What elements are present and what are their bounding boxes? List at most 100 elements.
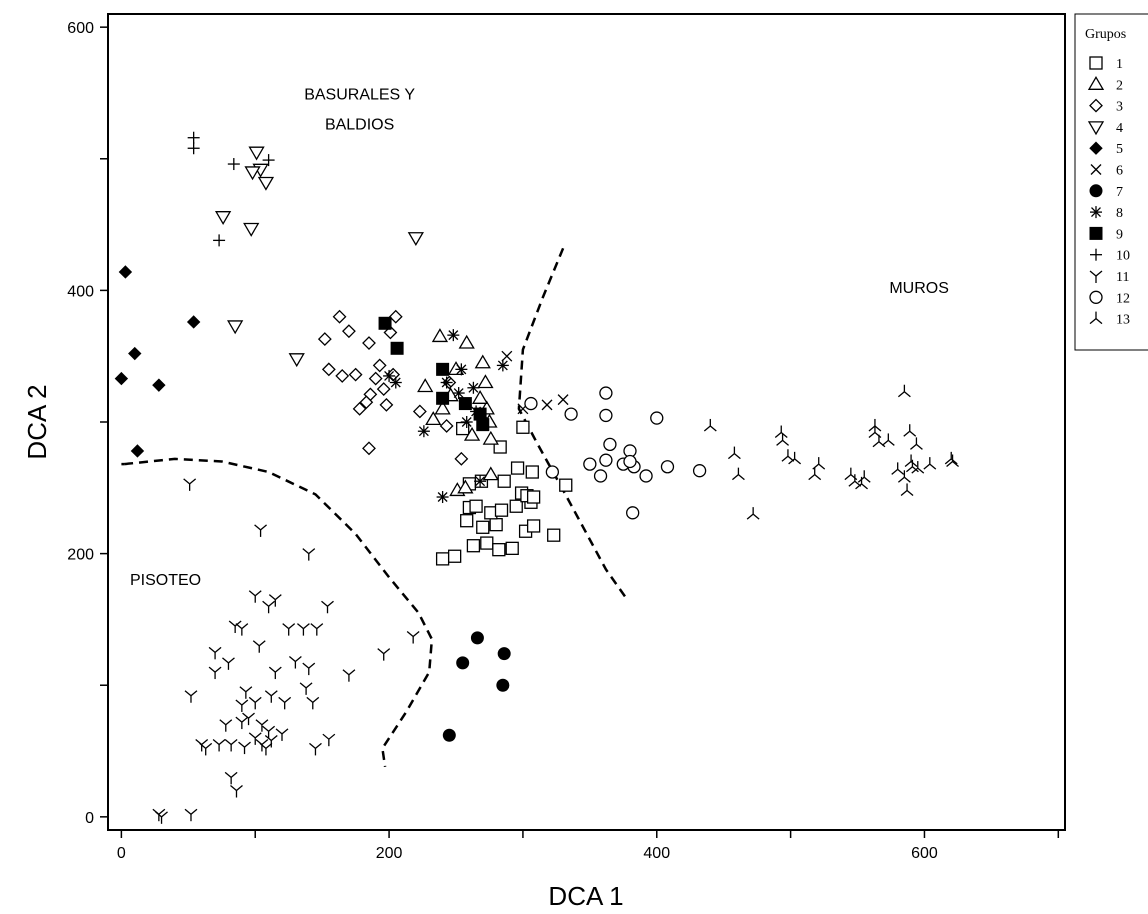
point-grupo-13	[910, 437, 923, 450]
point-grupo-3	[342, 324, 356, 339]
point-grupo-13	[904, 454, 918, 467]
x-axis-title: DCA 1	[548, 881, 623, 911]
point-grupo-11	[262, 600, 276, 614]
point-grupo-3	[348, 367, 363, 382]
x-tick-label: 200	[376, 845, 403, 862]
point-grupo-6	[557, 394, 569, 406]
point-grupo-3	[379, 397, 394, 412]
series-grupo-8	[383, 329, 509, 504]
point-grupo-11	[155, 811, 168, 824]
legend-label-grupo-11: 11	[1116, 270, 1129, 285]
point-grupo-11	[322, 733, 336, 747]
point-grupo-2	[482, 430, 499, 445]
point-grupo-9	[458, 397, 472, 411]
point-grupo-11	[184, 690, 198, 703]
point-grupo-12	[639, 469, 653, 483]
series-grupo-4	[214, 146, 424, 368]
legend-label-grupo-8: 8	[1116, 206, 1123, 221]
point-grupo-1	[448, 549, 462, 563]
point-grupo-11	[242, 712, 255, 726]
point-grupo-13	[844, 467, 858, 481]
legend-label-grupo-9: 9	[1116, 227, 1123, 242]
point-grupo-11	[222, 657, 235, 670]
legend-label-grupo-3: 3	[1116, 100, 1123, 115]
point-grupo-13	[872, 434, 886, 448]
series-grupo-13	[703, 384, 959, 520]
legend-label-grupo-2: 2	[1116, 78, 1123, 93]
y-axis-title: DCA 2	[22, 384, 52, 459]
legend-marker-grupo-12	[1089, 290, 1103, 304]
legend-marker-grupo-5	[1089, 141, 1103, 155]
point-grupo-11	[278, 696, 292, 710]
boundary-line-1	[123, 457, 434, 767]
point-grupo-13	[808, 467, 822, 481]
point-grupo-12	[599, 408, 613, 423]
point-grupo-8	[436, 491, 449, 504]
point-grupo-13	[897, 470, 911, 483]
point-grupo-5	[186, 315, 201, 329]
legend-marker-grupo-7	[1089, 184, 1103, 198]
point-grupo-13	[857, 470, 871, 483]
point-grupo-11	[299, 682, 313, 695]
chart-annotations: BASURALES Y BALDIOS MUROS PISOTEO	[130, 87, 949, 590]
point-grupo-5	[118, 265, 133, 279]
point-grupo-13	[731, 467, 745, 481]
point-grupo-5	[152, 378, 166, 392]
point-grupo-11	[248, 590, 262, 603]
point-grupo-11	[268, 666, 282, 680]
point-grupo-1	[460, 514, 474, 528]
point-grupo-12	[626, 506, 640, 520]
y-axis: 0 200 400 600	[67, 20, 108, 827]
series-grupo-3	[317, 309, 469, 466]
series-grupo-1	[435, 420, 573, 566]
point-grupo-11	[224, 771, 238, 785]
point-grupo-9	[476, 418, 490, 432]
point-grupo-8	[496, 359, 509, 372]
point-grupo-3	[332, 309, 347, 324]
point-grupo-3	[454, 451, 469, 466]
point-grupo-9	[378, 316, 392, 330]
point-grupo-2	[425, 411, 442, 426]
point-grupo-11	[264, 735, 278, 748]
legend-marker-grupo-10	[1090, 248, 1102, 261]
point-grupo-10	[187, 131, 200, 144]
x-tick-label: 0	[117, 845, 126, 862]
point-grupo-2	[471, 390, 489, 404]
legend-marker-grupo-9	[1089, 226, 1103, 240]
point-grupo-2	[434, 400, 451, 415]
point-grupo-1	[435, 552, 450, 566]
point-grupo-8	[452, 387, 465, 400]
point-grupo-1	[466, 539, 481, 553]
point-grupo-12	[599, 386, 613, 400]
point-grupo-3	[317, 332, 332, 347]
point-grupo-3	[412, 404, 427, 419]
series-grupo-12	[524, 386, 707, 520]
point-grupo-3	[352, 401, 367, 416]
point-grupo-11	[183, 478, 197, 491]
legend-marker-grupo-3	[1089, 98, 1103, 113]
point-grupo-11	[219, 719, 233, 732]
point-grupo-11	[235, 623, 249, 636]
x-tick-label: 600	[911, 845, 938, 862]
point-grupo-3	[362, 336, 376, 350]
legend-marker-grupo-13	[1089, 311, 1103, 325]
boundary-line-2	[517, 247, 629, 601]
point-grupo-8	[389, 376, 402, 389]
series-grupo-10	[187, 131, 275, 247]
point-grupo-4	[244, 166, 261, 181]
point-grupo-10	[262, 154, 275, 167]
point-grupo-12	[583, 457, 597, 471]
point-grupo-13	[891, 462, 905, 475]
point-grupo-12	[692, 464, 707, 478]
legend-marker-grupo-6	[1090, 164, 1102, 175]
y-tick-label: 200	[67, 547, 94, 564]
point-grupo-11	[248, 696, 262, 710]
point-grupo-7	[497, 647, 511, 661]
series-grupo-6	[501, 350, 569, 415]
point-grupo-13	[946, 454, 959, 467]
point-grupo-11	[309, 742, 322, 756]
point-grupo-1	[469, 499, 483, 513]
point-grupo-12	[564, 407, 578, 421]
point-grupo-2	[474, 354, 491, 369]
